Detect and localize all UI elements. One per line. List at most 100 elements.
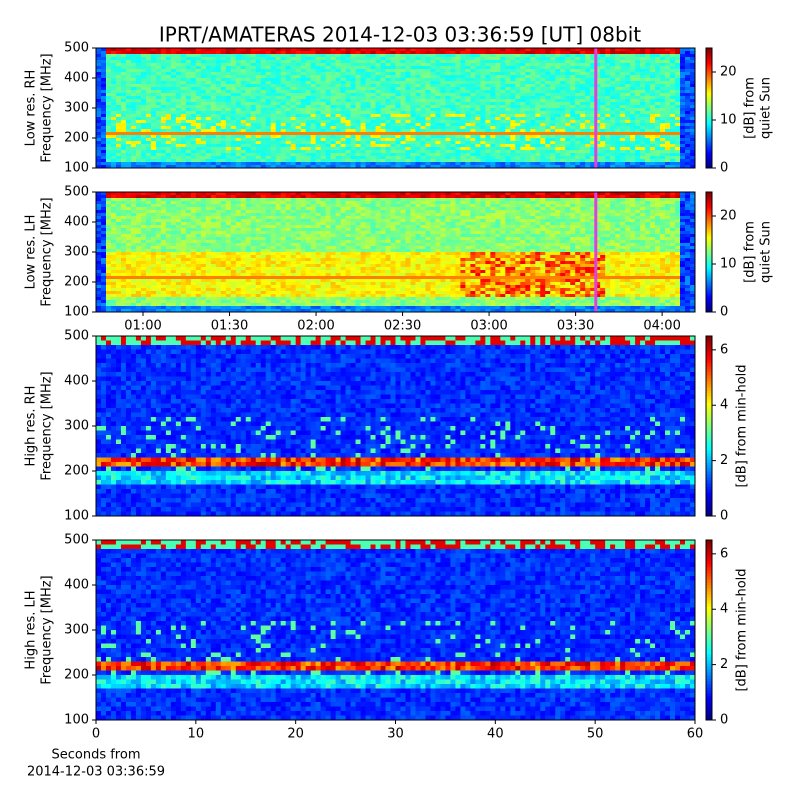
spectrogram-cell [440,69,445,72]
spectrogram-cell [540,102,545,105]
spectrogram-cell [391,99,396,102]
spectrogram-cell [281,93,286,96]
spectrogram-cell [500,102,505,105]
spectrogram-cell [221,99,226,102]
spectrogram-cell [580,54,585,57]
spectrogram-cell [96,105,101,108]
spectrogram-cell [515,99,520,102]
spectrogram-cell [520,75,525,78]
spectrogram-cell [156,84,161,87]
spectrogram-cell [510,84,515,87]
spectrogram-cell [296,57,301,60]
spectrogram-cell [670,81,675,84]
spectrogram-cell [580,75,585,78]
spectrogram-cell [106,96,111,99]
spectrogram-cell [550,72,555,75]
spectrogram-cell [171,54,176,57]
spectrogram-cell [136,99,141,102]
spectrogram-cell [201,84,206,87]
spectrogram-cell [136,60,141,63]
spectrogram-cell [530,69,535,72]
spectrogram-cell [116,102,121,105]
spectrogram-cell [650,99,655,102]
spectrogram-cell [485,57,490,60]
spectrogram-cell [620,81,625,84]
spectrogram-cell [276,48,281,51]
spectrogram-cell [630,69,635,72]
spectrogram-cell [311,72,316,75]
spectrogram-cell [196,51,201,54]
spectrogram-cell [435,72,440,75]
spectrogram-cell [196,93,201,96]
spectrogram-cell [585,63,590,66]
spectrogram-cell [435,102,440,105]
spectrogram-cell [326,54,331,57]
spectrogram-cell [635,60,640,63]
spectrogram-cell [480,81,485,84]
spectrogram-cell [221,60,226,63]
spectrogram-cell [311,57,316,60]
spectrogram-cell [341,75,346,78]
spectrogram-cell [430,54,435,57]
spectrogram-cell [156,90,161,93]
spectrogram-cell [311,90,316,93]
spectrogram-cell [331,54,336,57]
spectrogram-cell [201,48,206,51]
spectrogram-cell [570,51,575,54]
spectrogram-cell [625,96,630,99]
spectrogram-cell [560,99,565,102]
spectrogram-cell [410,54,415,57]
spectrogram [96,48,695,168]
spectrogram-cell [321,48,326,51]
spectrogram-cell [231,93,236,96]
spectrogram-cell [156,78,161,81]
spectrogram-cell [196,63,201,66]
spectrogram-cell [281,75,286,78]
spectrogram-cell [470,81,475,84]
spectrogram-cell [675,87,680,90]
spectrogram-cell [176,72,181,75]
spectrogram-cell [186,96,191,99]
spectrogram-cell [276,87,281,90]
spectrogram-cell [111,60,116,63]
spectrogram-cell [116,69,121,72]
spectrogram-cell [415,105,420,108]
spectrogram-cell [470,51,475,54]
spectrogram-cell [291,99,296,102]
spectrogram-cell [291,105,296,108]
spectrogram-cell [460,66,465,69]
spectrogram-cell [680,93,685,96]
spectrogram-cell [615,72,620,75]
spectrogram-cell [440,102,445,105]
spectrogram-cell [490,93,495,96]
spectrogram-cell [605,90,610,93]
spectrogram-cell [101,99,106,102]
spectrogram-cell [306,102,311,105]
spectrogram-cell [640,57,645,60]
spectrogram-cell [600,69,605,72]
spectrogram-cell [560,90,565,93]
spectrogram-cell [391,78,396,81]
spectrogram-cell [520,72,525,75]
spectrogram-cell [605,48,610,51]
spectrogram-cell [221,75,226,78]
spectrogram-cell [226,84,231,87]
spectrogram-cell [356,66,361,69]
spectrogram-cell [141,105,146,108]
spectrogram-cell [485,87,490,90]
spectrogram-cell [396,54,401,57]
spectrogram-cell [316,87,321,90]
spectrogram-cell [570,90,575,93]
spectrogram-cell [470,57,475,60]
spectrogram-cell [420,90,425,93]
spectrogram-cell [296,66,301,69]
spectrogram-cell [366,87,371,90]
spectrogram-cell [480,72,485,75]
spectrogram-cell [151,75,156,78]
spectrogram-cell [336,93,341,96]
spectrogram-cell [196,69,201,72]
spectrogram-cell [286,48,291,51]
spectrogram-cell [460,60,465,63]
spectrogram-cell [131,54,136,57]
spectrogram-cell [540,96,545,99]
